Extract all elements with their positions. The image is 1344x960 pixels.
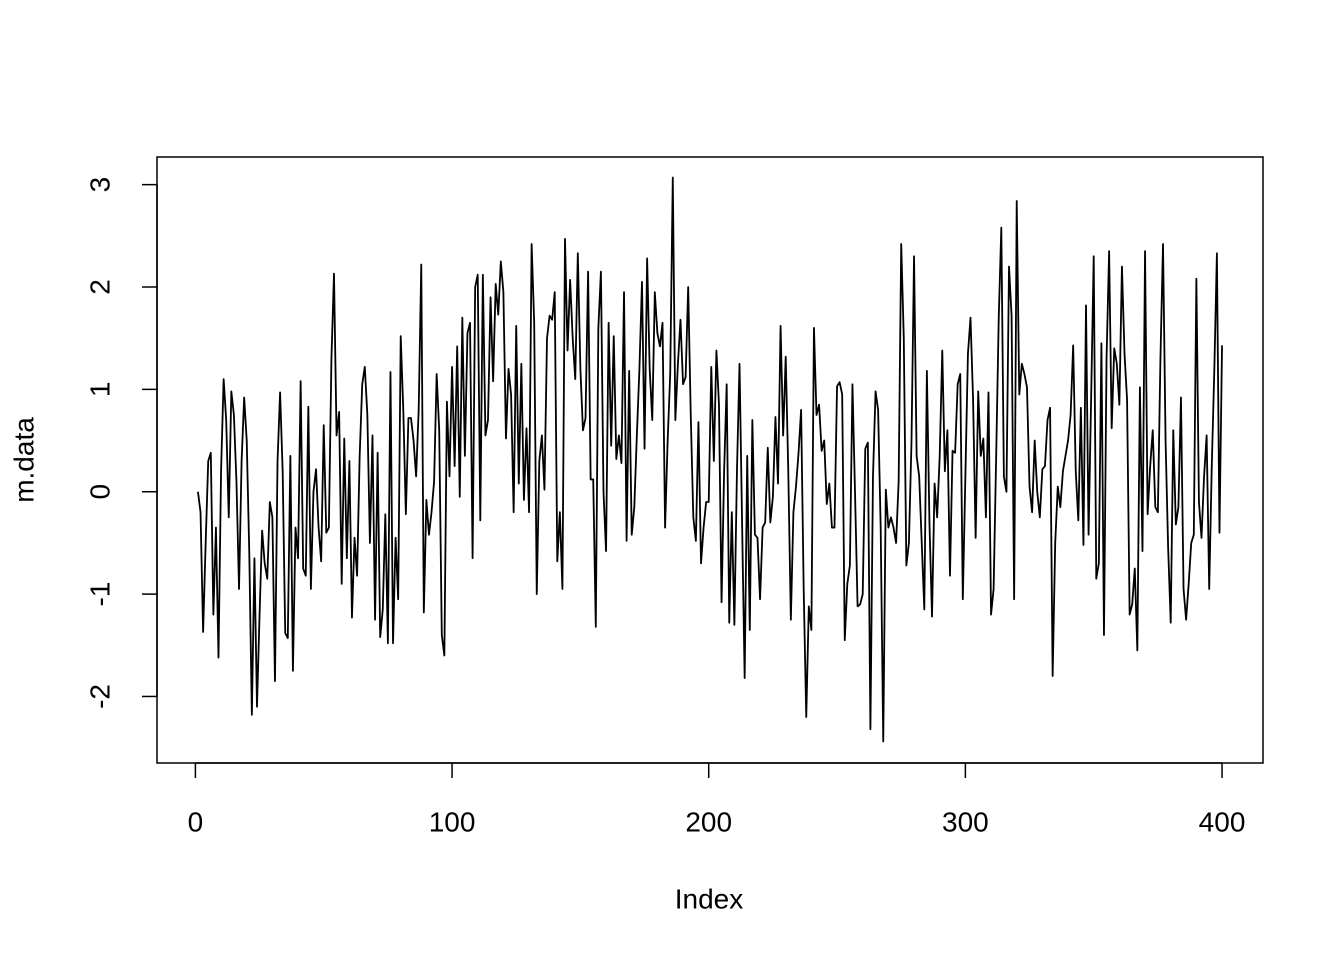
y-axis-label: m.data	[8, 417, 39, 503]
x-tick-label: 200	[685, 806, 732, 837]
x-tick-label: 300	[942, 806, 989, 837]
x-tick-label: 100	[429, 806, 476, 837]
y-tick-label: -1	[84, 582, 115, 607]
y-tick-label: 1	[84, 382, 115, 398]
data-line	[197, 176, 1223, 743]
x-tick-label: 0	[188, 806, 204, 837]
y-tick-label: -2	[84, 684, 115, 709]
x-tick-label: 400	[1199, 806, 1246, 837]
y-tick-label: 0	[84, 484, 115, 500]
y-tick-label: 2	[84, 279, 115, 295]
x-axis-label: Index	[675, 883, 744, 914]
y-tick-label: 3	[84, 177, 115, 193]
